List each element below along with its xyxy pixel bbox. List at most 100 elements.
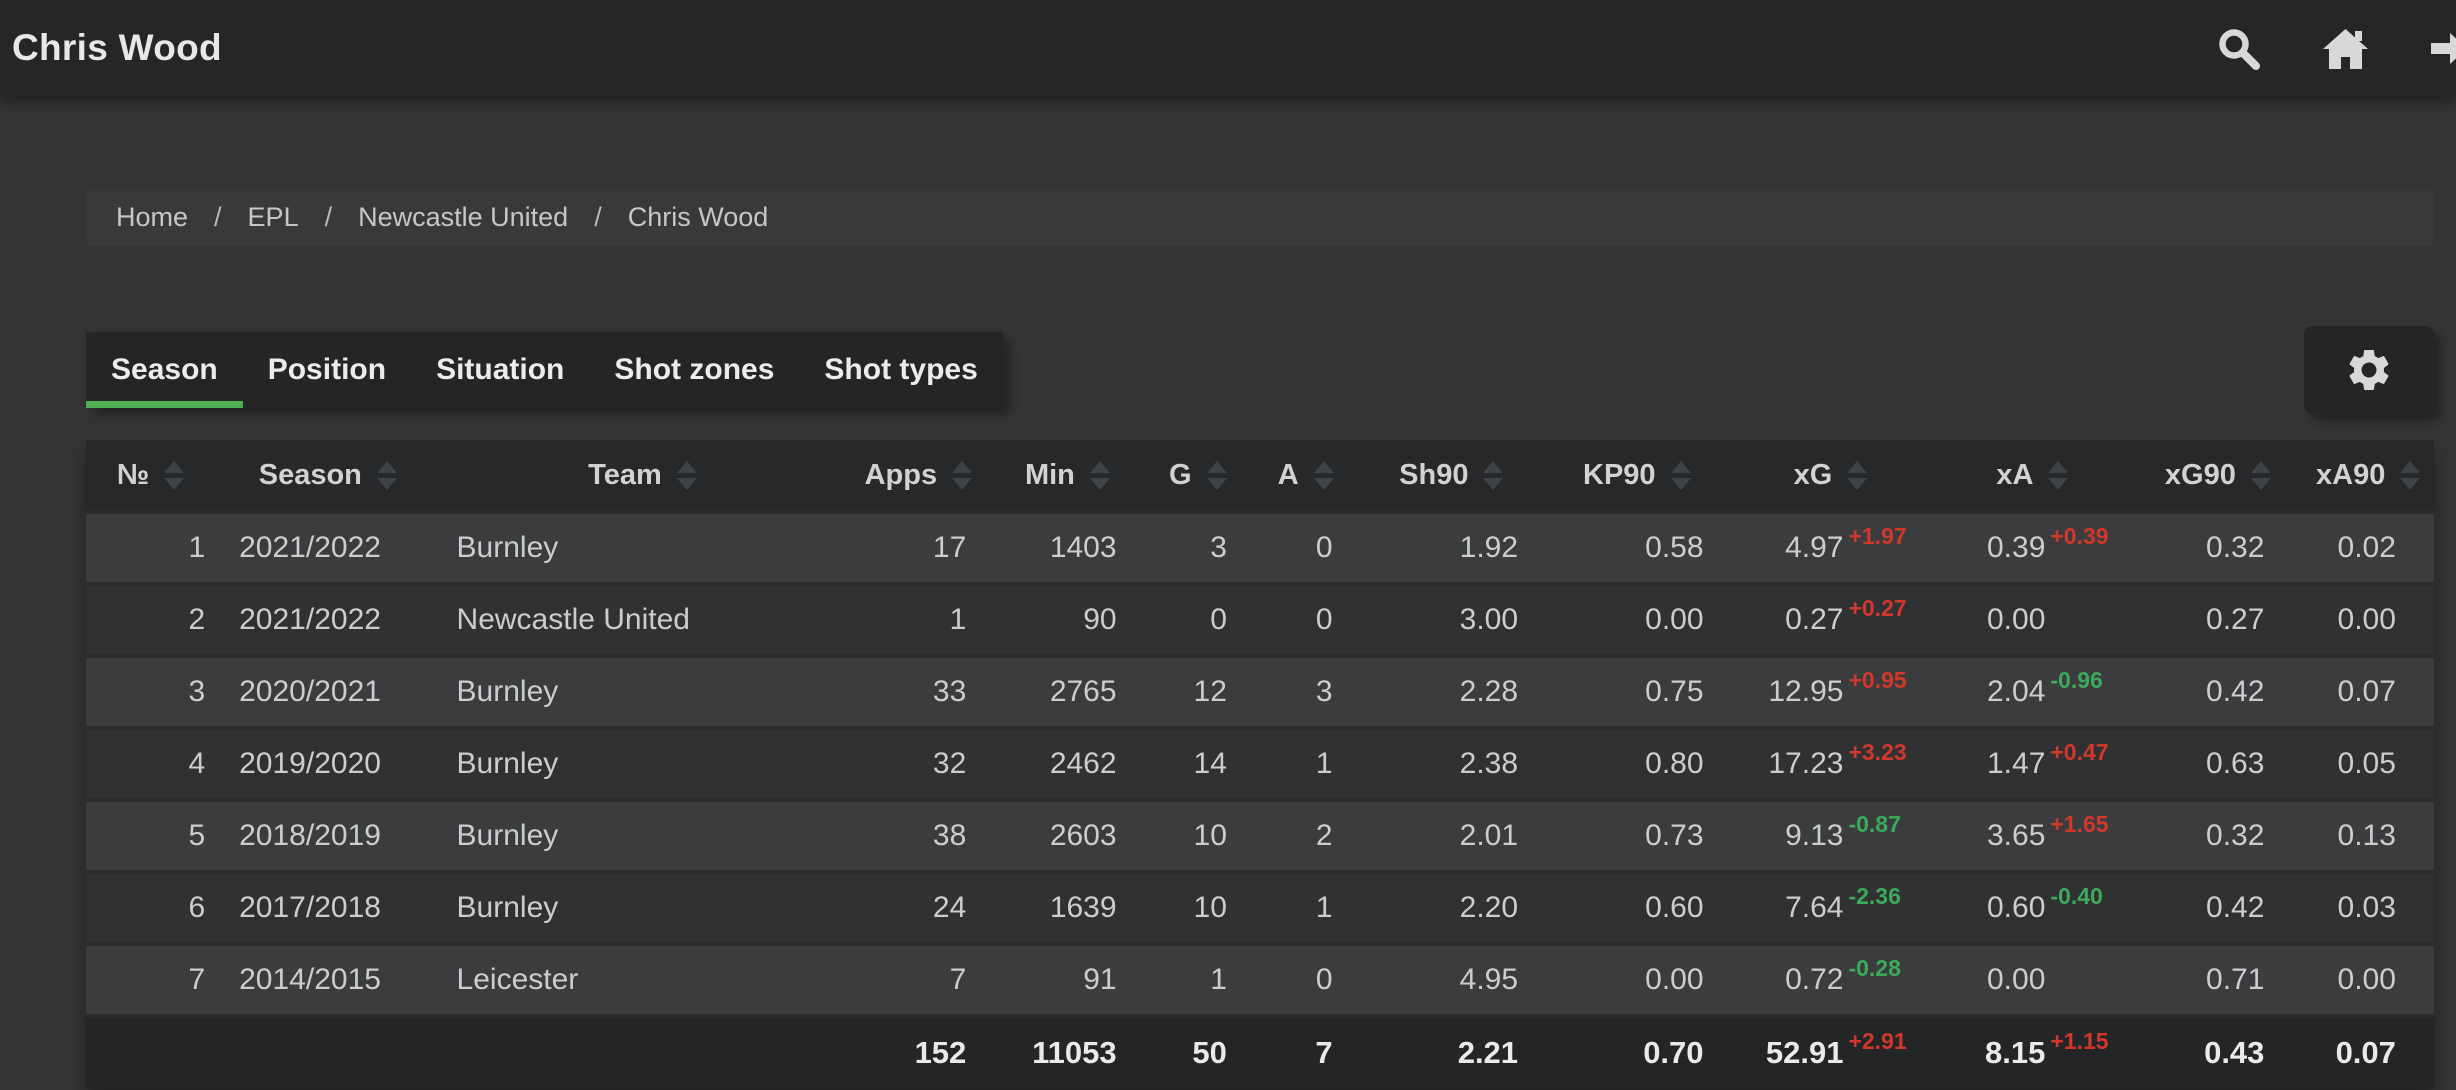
cell-xa90: 0.02 xyxy=(2337,531,2396,564)
xa-value: 0.60 xyxy=(1986,891,2046,924)
cell-goals: 14 xyxy=(1193,747,1227,780)
cell-number: 4 xyxy=(188,747,206,780)
tab-situation[interactable]: Situation xyxy=(436,353,565,386)
cell-season: 2014/2015 xyxy=(239,963,381,996)
cell-sh90: 2.38 xyxy=(1459,747,1519,780)
tab-position[interactable]: Position xyxy=(267,353,387,386)
xa-diff-badge: +1.15 xyxy=(2050,1027,2109,1054)
topbar: Chris Wood xyxy=(0,0,2456,96)
search-button[interactable] xyxy=(2215,25,2262,72)
cell-number: 5 xyxy=(188,819,206,852)
cell-xa: 0.39 +0.39 xyxy=(1931,523,2133,565)
cell-xg90: 0.43 xyxy=(2204,1035,2265,1070)
breadcrumb-home[interactable]: Home xyxy=(116,201,189,232)
cell-xa90: 0.05 xyxy=(2337,747,2396,780)
cell-team: Burnley xyxy=(456,819,559,852)
cell-xa90: 0.00 xyxy=(2337,603,2396,636)
column-label: Sh90 xyxy=(1399,458,1469,491)
column-header-apps[interactable]: Apps xyxy=(844,459,992,492)
column-header-xg[interactable]: xG xyxy=(1730,459,1932,492)
cell-apps: 152 xyxy=(914,1035,967,1070)
cell-sh90: 2.20 xyxy=(1459,891,1519,924)
topbar-icons xyxy=(2215,25,2456,72)
cell-xa: 0.00 xyxy=(1931,963,2133,997)
cell-kp90: 0.73 xyxy=(1645,819,1704,852)
season-stats-table: № Season Team Apps Min G A Sh90 KP90 xG … xyxy=(86,440,2434,1088)
cell-number: 3 xyxy=(188,675,206,708)
cell-xa: 2.04 -0.96 xyxy=(1931,667,2133,709)
column-header-xg90[interactable]: xG90 xyxy=(2133,459,2302,492)
breadcrumb-team[interactable]: Newcastle United xyxy=(358,201,569,232)
xg-value: 0.72 xyxy=(1785,963,1844,996)
table-row: 7 2014/2015 Leicester 7 91 1 0 4.95 0.00… xyxy=(86,942,2434,1014)
home-icon xyxy=(2323,28,2368,69)
table-row: 2 2021/2022 Newcastle United 1 90 0 0 3.… xyxy=(86,582,2434,654)
column-header-season[interactable]: Season xyxy=(215,459,440,492)
cell-xg90: 0.42 xyxy=(2206,891,2265,924)
column-label: xA xyxy=(1996,458,2034,491)
cell-season: 2019/2020 xyxy=(239,747,381,780)
table-totals-row: 152 11053 50 7 2.21 0.70 52.91 +2.91 8.15… xyxy=(86,1014,2434,1088)
cell-kp90: 0.60 xyxy=(1645,891,1704,924)
sort-arrows-icon xyxy=(676,460,697,490)
breadcrumb-epl[interactable]: EPL xyxy=(247,201,299,232)
cell-xg90: 0.71 xyxy=(2206,963,2265,996)
column-label: xA90 xyxy=(2316,458,2386,491)
table-row: 5 2018/2019 Burnley 38 2603 10 2 2.01 0.… xyxy=(86,798,2434,870)
column-label: Apps xyxy=(864,458,938,491)
tabs-row: Season Position Situation Shot zones Sho… xyxy=(86,326,2434,414)
xg-value: 0.27 xyxy=(1785,603,1844,636)
xg-value: 12.95 xyxy=(1768,675,1844,708)
tab-shot-types[interactable]: Shot types xyxy=(824,353,978,386)
breadcrumb-separator: / xyxy=(214,201,222,232)
cell-kp90: 0.58 xyxy=(1645,531,1704,564)
cell-kp90: 0.00 xyxy=(1645,963,1704,996)
table-row: 4 2019/2020 Burnley 32 2462 14 1 2.38 0.… xyxy=(86,726,2434,798)
cell-xg: 52.91 +2.91 xyxy=(1730,1028,1932,1071)
cell-assists: 1 xyxy=(1315,891,1333,924)
sort-arrows-icon xyxy=(952,460,973,490)
tab-shot-zones[interactable]: Shot zones xyxy=(614,353,775,386)
xa-value: 2.04 xyxy=(1986,675,2046,708)
xg-diff-badge: -0.28 xyxy=(1848,954,1901,981)
xg-value: 4.97 xyxy=(1785,531,1844,564)
sign-in-button[interactable] xyxy=(2429,25,2456,72)
table-header-row: № Season Team Apps Min G A Sh90 KP90 xG … xyxy=(86,440,2434,510)
xg-diff-badge: +3.23 xyxy=(1848,738,1907,765)
column-label: Team xyxy=(588,458,662,491)
cell-season: 2018/2019 xyxy=(239,819,381,852)
sort-arrows-icon xyxy=(1670,460,1691,490)
cell-assists: 2 xyxy=(1315,819,1333,852)
sort-arrows-icon xyxy=(1483,460,1504,490)
column-header-xa90[interactable]: xA90 xyxy=(2302,459,2433,492)
cell-goals: 10 xyxy=(1193,891,1227,924)
home-button[interactable] xyxy=(2322,25,2369,72)
column-header-goals[interactable]: G xyxy=(1143,459,1253,492)
cell-goals: 3 xyxy=(1210,531,1227,564)
table-settings-button[interactable] xyxy=(2304,326,2434,414)
column-header-number[interactable]: № xyxy=(86,459,215,492)
column-header-xa[interactable]: xA xyxy=(1931,459,2133,492)
sign-in-icon xyxy=(2431,32,2456,64)
cell-xg: 17.23 +3.23 xyxy=(1730,739,1932,781)
column-header-team[interactable]: Team xyxy=(441,459,845,492)
sort-arrows-icon xyxy=(2250,460,2271,490)
cell-kp90: 0.80 xyxy=(1645,747,1704,780)
cell-goals: 50 xyxy=(1192,1035,1227,1070)
cell-xa90: 0.07 xyxy=(2337,675,2396,708)
column-header-assists[interactable]: A xyxy=(1253,459,1359,492)
page-title: Chris Wood xyxy=(12,27,222,68)
column-header-sh90[interactable]: Sh90 xyxy=(1359,459,1544,492)
column-label: A xyxy=(1277,458,1299,491)
cell-team: Burnley xyxy=(456,531,559,564)
column-header-min[interactable]: Min xyxy=(992,459,1142,492)
cell-xg: 7.64 -2.36 xyxy=(1730,883,1932,925)
column-header-kp90[interactable]: KP90 xyxy=(1544,459,1729,492)
cell-min: 2603 xyxy=(1049,819,1117,852)
table-row: 1 2021/2022 Burnley 17 1403 3 0 1.92 0.5… xyxy=(86,510,2434,582)
cell-apps: 32 xyxy=(932,747,967,780)
xa-diff-badge: -0.40 xyxy=(2050,882,2103,909)
cell-kp90: 0.00 xyxy=(1645,603,1704,636)
tab-season[interactable]: Season xyxy=(86,332,243,408)
cell-xa: 3.65 +1.65 xyxy=(1931,811,2133,853)
